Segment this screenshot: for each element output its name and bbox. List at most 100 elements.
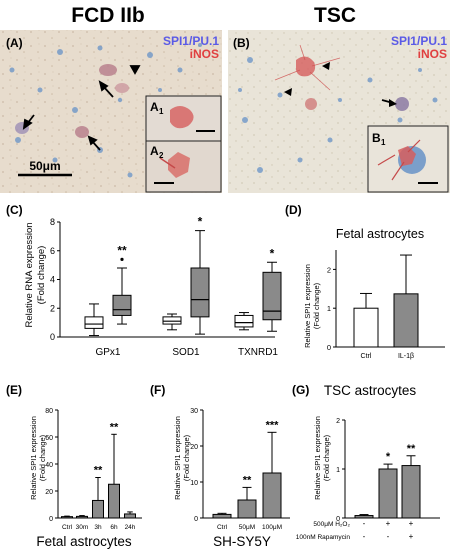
box-body bbox=[190, 267, 210, 318]
chartE-y-tick-label: 20 bbox=[45, 489, 53, 496]
inset-a1 bbox=[145, 95, 222, 142]
panel-d-ylabel: Relative SPI1 expression bbox=[303, 264, 312, 348]
chartF-x-label: 50μM bbox=[239, 524, 255, 531]
chartF-y-tick-label: 10 bbox=[190, 480, 198, 487]
panel-g-row1-label: 500μM H₂O₂ bbox=[313, 521, 350, 528]
chartF-y-tick-label: 20 bbox=[190, 444, 198, 451]
chartD-x-label: Ctrl bbox=[361, 353, 372, 360]
panel-a-stain2: iNOS bbox=[190, 47, 219, 61]
chartF-bar bbox=[212, 513, 232, 519]
chart-g-row1-value: - bbox=[363, 519, 366, 528]
chartE-bar bbox=[76, 515, 88, 519]
panel-c-label: (C) bbox=[6, 203, 23, 217]
chartF-sig: *** bbox=[266, 419, 280, 431]
chartD-y-tick-label: 1 bbox=[327, 304, 331, 313]
chart-g-row1-value: + bbox=[409, 519, 414, 528]
fcd-title: FCD IIb bbox=[71, 4, 145, 27]
box-body bbox=[112, 294, 132, 316]
chartF-sig: ** bbox=[243, 474, 252, 486]
chartF-x-label: 100μM bbox=[262, 524, 282, 531]
chart-e: 0 20 40 60 80 Ctrl 30m ** 3h ** 6h 24h bbox=[45, 408, 142, 531]
chartF-bar bbox=[262, 472, 282, 519]
chartD-bar bbox=[393, 293, 419, 348]
panel-e-label: (E) bbox=[6, 383, 22, 397]
chartE-x-label: Ctrl bbox=[62, 524, 73, 531]
chart-c-y-tick-label: 4 bbox=[50, 275, 55, 285]
chartF-x-label: Ctrl bbox=[217, 524, 228, 531]
box-body bbox=[262, 271, 282, 321]
chartG-sig: * bbox=[386, 451, 391, 463]
chartG-y-tick-label: 0 bbox=[336, 516, 340, 523]
panel-c-ylabel2: (Fold change) bbox=[36, 246, 47, 305]
chartE-x-label: 24h bbox=[125, 524, 136, 531]
chartE-y-tick-label: 60 bbox=[45, 435, 53, 442]
chartE-x-label: 6h bbox=[110, 524, 118, 531]
panel-b-stain2: iNOS bbox=[418, 47, 447, 61]
panel-g-ylabel2: (Fold change) bbox=[322, 434, 331, 481]
tsc-title: TSC bbox=[314, 4, 356, 27]
panel-b-arrows bbox=[284, 62, 397, 107]
chartE-x-label: 3h bbox=[94, 524, 102, 531]
panel-a-label: (A) bbox=[6, 36, 23, 50]
chart-g-row2-value: + bbox=[409, 532, 414, 541]
chartG-bar bbox=[354, 515, 374, 519]
box-body bbox=[234, 314, 254, 328]
chart-g-row2-value: - bbox=[363, 532, 366, 541]
chartE-bar bbox=[92, 499, 104, 519]
chart-c-x-label: TXNRD1 bbox=[238, 347, 278, 358]
chartE-sig: ** bbox=[110, 421, 119, 433]
box-body bbox=[162, 316, 182, 325]
chart-c-x-label: GPx1 bbox=[95, 347, 120, 358]
inset-a2-sub: 2 bbox=[159, 151, 164, 160]
panel-e-ylabel: Relative SPI1 expression bbox=[29, 416, 38, 500]
panel-c-ylabel: Relative RNA expression bbox=[24, 222, 35, 327]
chartE-y-tick-label: 0 bbox=[49, 516, 53, 523]
panel-a-arrows bbox=[22, 65, 141, 151]
panel-b-stain1: SPI1/PU.1 bbox=[391, 34, 447, 48]
chart-c-y-tick-label: 6 bbox=[50, 246, 55, 256]
chartE-bar bbox=[108, 483, 120, 519]
panel-a-scale-label: 50μm bbox=[29, 159, 60, 173]
chartD-x-label: IL-1β bbox=[398, 353, 414, 360]
chartD-y-tick-label: 0 bbox=[327, 343, 331, 352]
chartF-bar bbox=[237, 499, 257, 519]
chartF-y-tick-label: 0 bbox=[194, 516, 198, 523]
chartE-y-tick-label: 40 bbox=[45, 462, 53, 469]
chart-c-y-tick-label: 8 bbox=[50, 217, 55, 227]
panel-f-ylabel2: (Fold change) bbox=[182, 434, 191, 481]
inset-b1 bbox=[367, 125, 449, 193]
chartE-y-tick-label: 80 bbox=[45, 408, 53, 415]
inset-a1-label: A bbox=[150, 100, 159, 114]
chartG-sig: ** bbox=[407, 443, 416, 455]
inset-a2-label: A bbox=[150, 144, 159, 158]
chart-c-sig: * bbox=[270, 246, 275, 260]
chart-d: 0 1 2 Ctrl IL-1β bbox=[327, 250, 445, 360]
chartG-y-tick-label: 1 bbox=[336, 467, 340, 474]
chart-c-y-tick-label: 2 bbox=[50, 303, 55, 313]
chart-c-sig: ** bbox=[117, 243, 127, 257]
inset-b1-label: B bbox=[372, 131, 381, 145]
panel-a-stain1: SPI1/PU.1 bbox=[163, 34, 219, 48]
chartG-bar bbox=[401, 465, 421, 519]
chart-c-y-tick-label: 0 bbox=[50, 332, 55, 342]
chartG-bar bbox=[378, 468, 398, 519]
panel-b-label: (B) bbox=[233, 36, 250, 50]
inset-a2 bbox=[145, 140, 222, 193]
chart-f: 0 10 20 30 Ctrl ** 50μM *** 100μM bbox=[190, 408, 290, 531]
inset-a1-sub: 1 bbox=[159, 107, 164, 116]
chart-g: 012***- + +- - + bbox=[336, 418, 440, 541]
panel-g-row2-label: 100nM Rapamycin bbox=[296, 534, 351, 541]
chartD-bar bbox=[353, 307, 379, 348]
panel-f-caption: SH-SY5Y bbox=[213, 534, 271, 549]
chart-c-x-label: SOD1 bbox=[172, 347, 200, 358]
chartD-y-tick-label: 2 bbox=[327, 265, 331, 274]
panel-e-ylabel2: (Fold change) bbox=[38, 434, 47, 481]
chartE-x-label: 30m bbox=[76, 524, 89, 531]
panel-f-ylabel: Relative SPI1 expression bbox=[173, 416, 182, 500]
panel-f-label: (F) bbox=[150, 383, 165, 397]
box-outlier bbox=[120, 257, 124, 261]
chartE-sig: ** bbox=[94, 465, 103, 477]
chartE-bar bbox=[124, 513, 136, 519]
panel-g-ylabel: Relative SPI1 expression bbox=[313, 416, 322, 500]
